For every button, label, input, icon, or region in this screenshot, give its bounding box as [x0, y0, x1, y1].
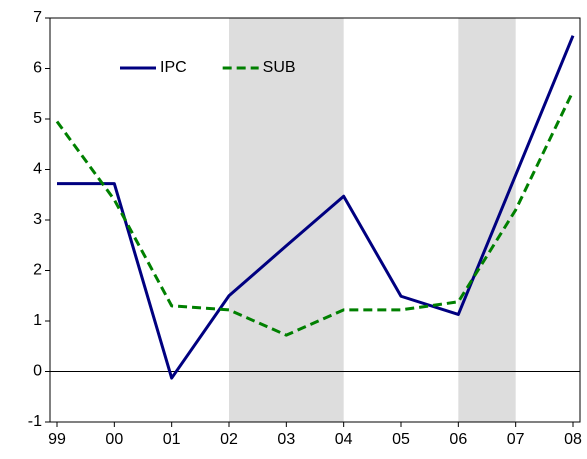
- y-tick-label: 0: [33, 363, 42, 380]
- shaded-span: [458, 18, 516, 422]
- y-tick-label: 6: [33, 60, 42, 77]
- y-tick-label: 1: [33, 312, 42, 329]
- x-tick-label: 02: [220, 431, 238, 448]
- x-tick-label: 07: [507, 431, 525, 448]
- y-tick-label: 2: [33, 262, 42, 279]
- y-tick-label: -1: [28, 413, 42, 430]
- y-tick-label: 4: [33, 161, 42, 178]
- x-tick-label: 01: [163, 431, 181, 448]
- y-tick-label: 7: [33, 9, 42, 26]
- legend-label: IPC: [160, 59, 187, 76]
- x-tick-label: 08: [564, 431, 582, 448]
- y-tick-label: 3: [33, 211, 42, 228]
- x-tick-label: 99: [48, 431, 66, 448]
- series-line: [55, 90, 575, 337]
- legend-label: SUB: [263, 59, 296, 76]
- x-tick-label: 05: [392, 431, 410, 448]
- x-tick-label: 00: [105, 431, 123, 448]
- x-tick-label: 03: [277, 431, 295, 448]
- shaded-span: [229, 18, 344, 422]
- series-line: [57, 35, 575, 380]
- x-tick-label: 06: [449, 431, 467, 448]
- y-tick-label: 5: [33, 110, 42, 127]
- x-tick-label: 04: [335, 431, 353, 448]
